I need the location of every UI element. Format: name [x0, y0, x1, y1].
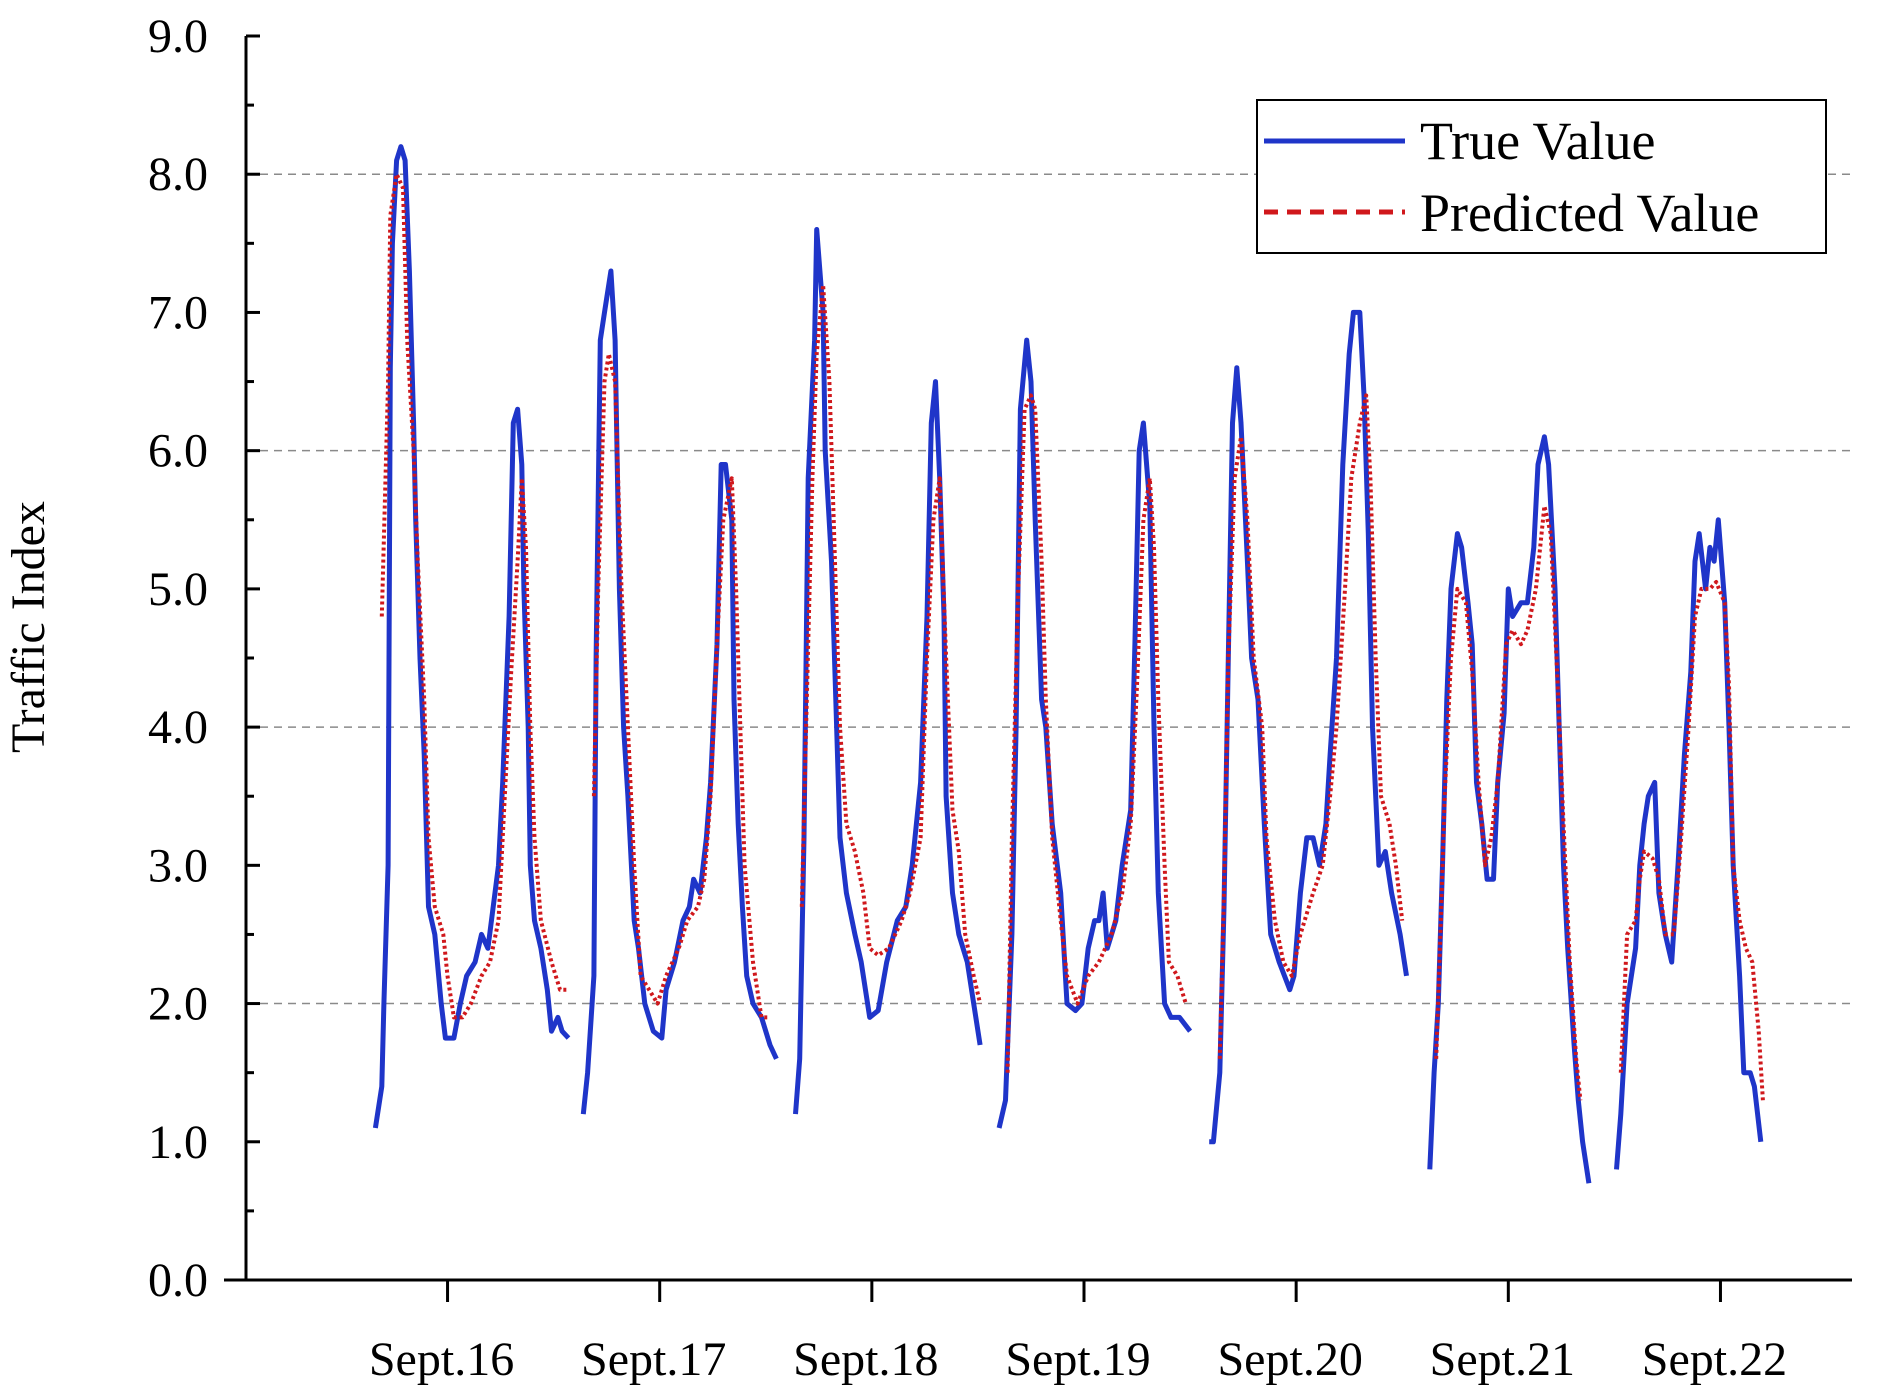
y-axis-title: Traffic Index [2, 501, 55, 753]
y-tick-label: 4.0 [148, 701, 208, 754]
x-tick-label: Sept.16 [369, 1333, 514, 1386]
true-value-line [996, 337, 1193, 1129]
legend-label-predicted-value: Predicted Value [1420, 183, 1759, 243]
x-tick-label: Sept.18 [793, 1333, 938, 1386]
gridlines [246, 173, 1852, 1005]
y-tick-label: 1.0 [148, 1116, 208, 1169]
legend: True Value Predicted Value [1256, 99, 1827, 254]
predicted-value-line [799, 282, 983, 1005]
x-ticks: Sept.16 Sept.17 Sept.18 Sept.19 Sept.20 Sept.… [369, 1280, 1787, 1386]
x-tick-label: Sept.22 [1642, 1333, 1787, 1386]
y-tick-label: 9.0 [148, 10, 208, 63]
predicted-value-line [1434, 504, 1583, 1101]
true-value-line [580, 268, 779, 1115]
true-value-line [1614, 517, 1764, 1170]
y-tick-label: 6.0 [148, 425, 208, 478]
y-tick-label: 0.0 [148, 1254, 208, 1307]
predicted-value-line [1005, 393, 1188, 1073]
true-value-line [793, 227, 983, 1115]
legend-box [1256, 99, 1827, 254]
y-tick-label: 8.0 [148, 148, 208, 201]
predicted-value-line [379, 172, 569, 1020]
y-tick-label: 5.0 [148, 563, 208, 616]
true-value-line [1209, 309, 1409, 1145]
y-tick-label: 3.0 [148, 839, 208, 892]
y-ticks: 0.0 1.0 2.0 3.0 4.0 5.0 6.0 7.0 8.0 9.0 [148, 10, 260, 1307]
predicted-value-line [591, 351, 770, 1020]
x-tick-label: Sept.21 [1430, 1333, 1575, 1386]
x-tick-label: Sept.19 [1005, 1333, 1150, 1386]
y-tick-label: 7.0 [148, 286, 208, 339]
true-value-line [1427, 434, 1592, 1184]
series-lines [372, 144, 1765, 1184]
x-tick-label: Sept.17 [581, 1333, 726, 1386]
y-tick-label: 2.0 [148, 978, 208, 1031]
true-value-line [372, 144, 571, 1129]
x-tick-label: Sept.20 [1217, 1333, 1362, 1386]
predicted-value-line [1217, 393, 1405, 1059]
legend-label-true-value: True Value [1420, 111, 1656, 171]
